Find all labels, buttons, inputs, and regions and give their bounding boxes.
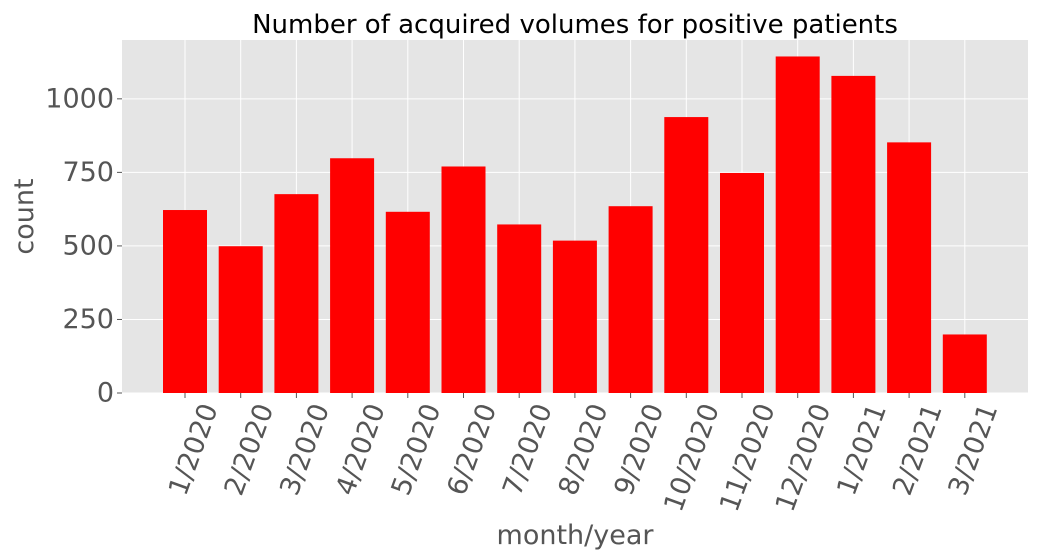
bar-2-2020 bbox=[218, 246, 263, 393]
bar-11-2020 bbox=[720, 172, 764, 393]
x-tick-label: 1/2021 bbox=[831, 400, 893, 500]
x-tick-label: 2/2021 bbox=[887, 400, 949, 500]
bar-10-2020 bbox=[664, 117, 709, 394]
x-tick-label: 1/2020 bbox=[163, 400, 225, 500]
y-tick-label: 250 bbox=[62, 304, 114, 335]
y-tick-label: 0 bbox=[97, 378, 114, 409]
x-tick-label: 5/2020 bbox=[386, 400, 448, 500]
x-tick-label: 9/2020 bbox=[609, 400, 671, 500]
bar-3-2020 bbox=[274, 194, 319, 393]
bar-1-2020 bbox=[163, 210, 207, 393]
bar-2-2021 bbox=[887, 142, 932, 393]
y-tick-label: 750 bbox=[62, 157, 114, 188]
bars bbox=[163, 56, 987, 394]
chart-title: Number of acquired volumes for positive … bbox=[252, 10, 898, 40]
y-tick-label: 1000 bbox=[45, 83, 114, 114]
x-tick-label: 12/2020 bbox=[770, 400, 837, 516]
bar-5-2020 bbox=[385, 211, 430, 393]
bar-6-2020 bbox=[441, 166, 486, 393]
bar-3-2021 bbox=[942, 334, 987, 393]
x-axis-ticks: 1/20202/20203/20204/20205/20206/20207/20… bbox=[163, 393, 1004, 516]
x-tick-label: 6/2020 bbox=[441, 400, 503, 500]
y-tick-label: 500 bbox=[62, 230, 114, 261]
bar-8-2020 bbox=[552, 240, 597, 393]
x-tick-label: 3/2020 bbox=[274, 400, 336, 500]
x-tick-label: 8/2020 bbox=[553, 400, 615, 500]
bar-1-2021 bbox=[831, 75, 876, 393]
bar-9-2020 bbox=[608, 206, 653, 393]
x-axis-label: month/year bbox=[497, 520, 655, 551]
bar-4-2020 bbox=[330, 158, 375, 393]
y-axis-ticks: 0 250 500 750 1000 bbox=[45, 83, 122, 409]
x-tick-label: 2/2020 bbox=[219, 400, 281, 500]
x-tick-label: 3/2021 bbox=[943, 400, 1005, 500]
y-axis-label: count bbox=[9, 178, 40, 254]
x-tick-label: 7/2020 bbox=[497, 400, 559, 500]
x-tick-label: 4/2020 bbox=[330, 400, 392, 500]
bar-7-2020 bbox=[497, 224, 542, 393]
bar-12-2020 bbox=[775, 56, 820, 394]
